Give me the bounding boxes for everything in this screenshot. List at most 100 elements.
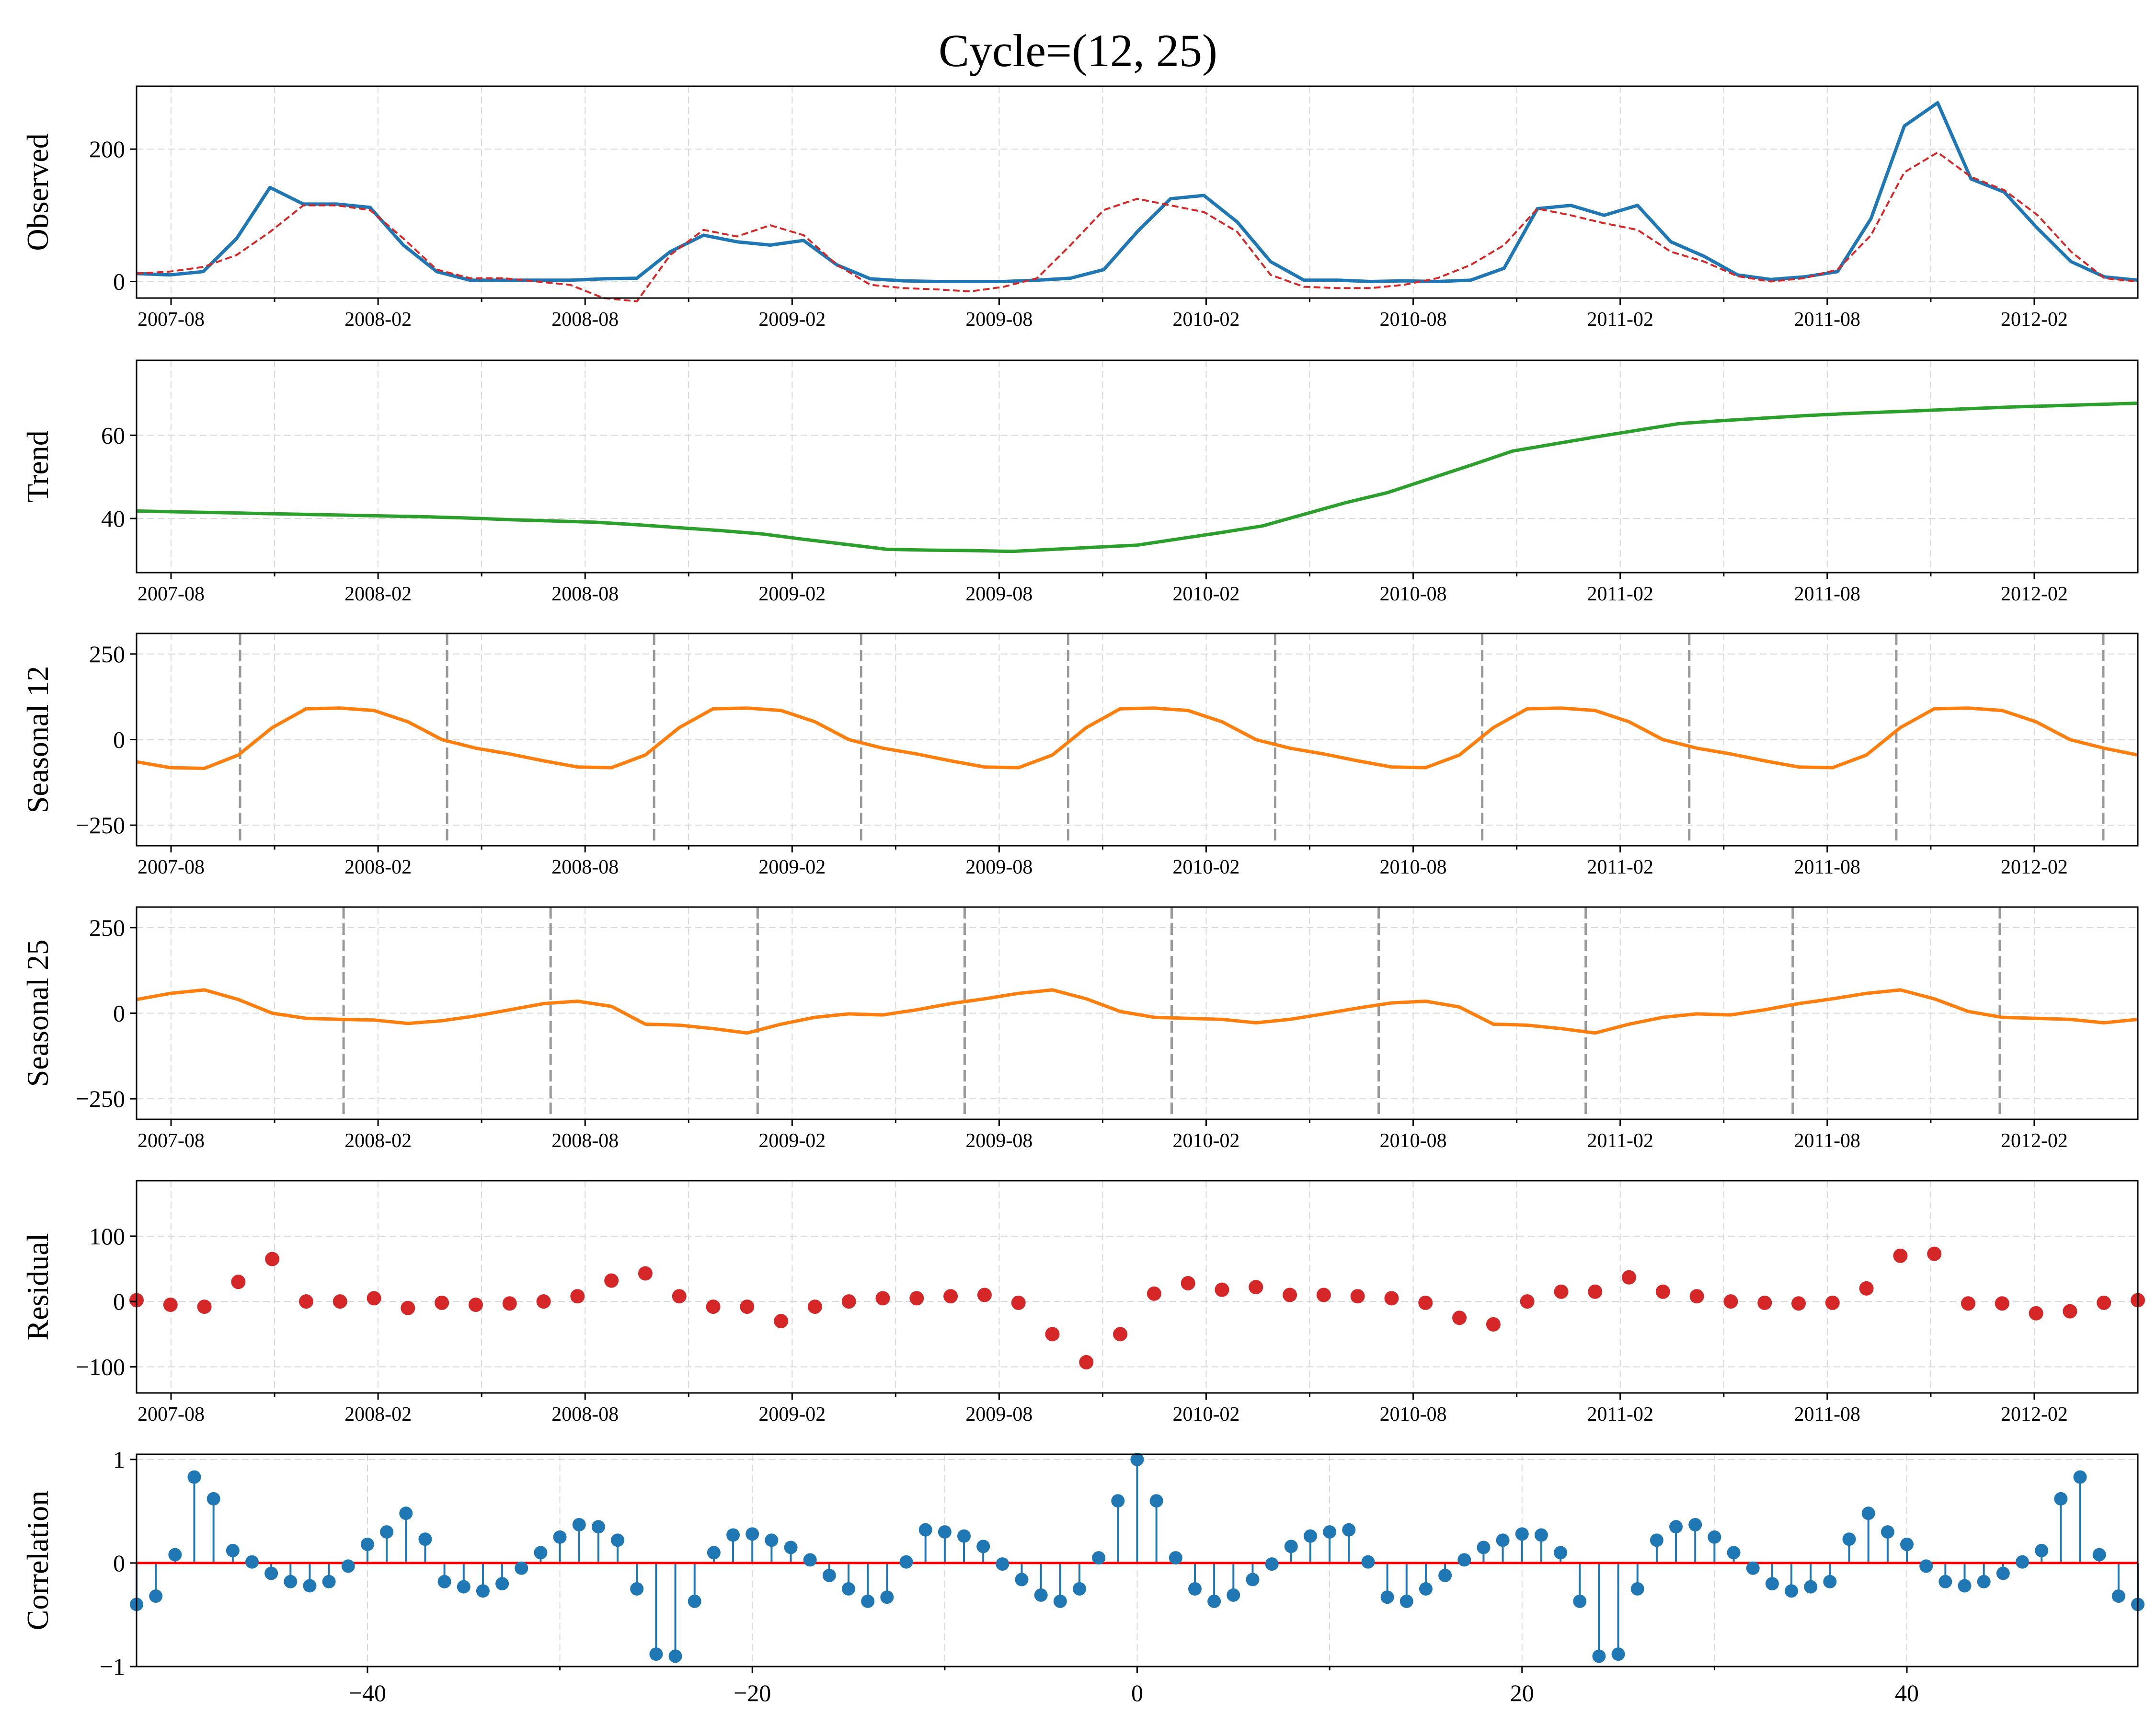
correlation-marker <box>418 1532 432 1546</box>
correlation-marker <box>784 1541 798 1554</box>
correlation-marker <box>1361 1555 1375 1569</box>
correlation-marker <box>515 1561 528 1575</box>
correlation-marker <box>1650 1533 1663 1547</box>
residual-point <box>604 1273 619 1288</box>
correlation-marker <box>1380 1590 1394 1604</box>
x-tick-label: 2010-02 <box>1173 1130 1240 1152</box>
residual-point <box>1283 1288 1297 1302</box>
correlation-marker <box>803 1553 817 1567</box>
x-tick-label: 2011-02 <box>1587 856 1653 878</box>
residual-point <box>1452 1311 1467 1325</box>
seasonal_12-series-0 <box>136 706 2138 770</box>
correlation-marker <box>1900 1538 1914 1552</box>
y-tick-label: 250 <box>89 914 125 941</box>
correlation-marker <box>611 1533 625 1547</box>
correlation-marker <box>1149 1494 1163 1508</box>
trend-axes-frame <box>136 359 2139 574</box>
x-tick-label: −20 <box>734 1679 771 1706</box>
correlation-marker <box>938 1525 952 1539</box>
residual-point <box>1079 1355 1094 1369</box>
residual-point <box>2063 1304 2077 1319</box>
correlation-marker <box>899 1555 913 1569</box>
y-tick-label: 40 <box>101 505 125 532</box>
x-tick-label: −40 <box>349 1679 386 1706</box>
correlation-marker <box>1534 1528 1548 1542</box>
seasonal_25-series-0 <box>136 988 2138 1035</box>
correlation-marker <box>1919 1559 1933 1573</box>
y-tick-label: 60 <box>101 422 125 448</box>
correlation-marker <box>1457 1553 1471 1567</box>
correlation-marker <box>1015 1573 1029 1587</box>
residual-point <box>401 1300 415 1315</box>
residual-point <box>435 1295 449 1310</box>
correlation-marker <box>1034 1588 1048 1602</box>
y-tick-label: −1 <box>100 1653 125 1680</box>
observed-series-0 <box>136 101 2138 283</box>
y-tick-label: −250 <box>76 812 125 839</box>
x-tick-label: 2008-02 <box>344 1403 412 1426</box>
correlation-marker <box>1727 1546 1741 1560</box>
residual-point <box>1655 1284 1670 1299</box>
x-tick-label: 2010-08 <box>1380 309 1447 331</box>
correlation-marker <box>226 1543 240 1557</box>
correlation-marker <box>1207 1594 1221 1608</box>
correlation-marker <box>360 1538 374 1552</box>
correlation-marker <box>1765 1577 1779 1591</box>
correlation-marker <box>284 1575 298 1588</box>
y-tick-label: 0 <box>113 1550 125 1576</box>
x-tick-label: 2008-02 <box>344 309 412 331</box>
x-tick-label: 2011-08 <box>1794 856 1860 878</box>
y-tick-label: 250 <box>89 641 125 667</box>
correlation-marker <box>380 1525 394 1539</box>
x-tick-label: 2008-08 <box>551 1403 619 1426</box>
correlation-marker <box>1708 1530 1721 1544</box>
observed-ylabel: Observed <box>21 133 55 251</box>
x-tick-label: 2007-08 <box>138 309 205 331</box>
x-tick-label: 2012-02 <box>2001 856 2068 878</box>
x-tick-label: 2010-02 <box>1173 583 1240 605</box>
x-tick-label: 2008-08 <box>551 1130 619 1152</box>
correlation-marker <box>1073 1582 1087 1596</box>
observed-series-1 <box>136 151 2138 302</box>
residual-point <box>2029 1306 2043 1321</box>
correlation-marker <box>1265 1557 1279 1571</box>
residual-point <box>1554 1284 1569 1299</box>
correlation-marker <box>322 1575 336 1588</box>
y-tick-label: 1 <box>113 1446 125 1473</box>
x-tick-label: 2009-08 <box>965 1403 1032 1426</box>
correlation-ylabel: Correlation <box>21 1491 55 1630</box>
correlation-marker <box>1996 1566 2010 1580</box>
x-tick-label: 2008-08 <box>551 309 619 331</box>
x-tick-label: 2010-02 <box>1173 1403 1240 1426</box>
correlation-marker <box>1496 1533 1510 1547</box>
x-tick-label: 2011-02 <box>1587 309 1653 331</box>
residual-point <box>163 1297 178 1312</box>
correlation-marker <box>149 1589 163 1603</box>
residual-point <box>468 1297 483 1312</box>
x-tick-label: 20 <box>1510 1679 1534 1706</box>
residual-point <box>1486 1317 1501 1332</box>
x-tick-label: 2012-02 <box>2001 1403 2068 1426</box>
correlation-marker <box>1804 1580 1818 1594</box>
correlation-marker <box>1669 1520 1683 1534</box>
residual-point <box>774 1314 789 1329</box>
correlation-marker <box>745 1527 759 1541</box>
correlation-marker <box>553 1530 567 1544</box>
correlation-marker <box>341 1559 355 1573</box>
x-tick-label: 2011-08 <box>1794 1403 1860 1426</box>
x-tick-label: 2010-08 <box>1380 583 1447 605</box>
residual-point <box>1622 1270 1637 1285</box>
x-tick-label: 2008-02 <box>344 583 412 605</box>
x-tick-label: 2007-08 <box>138 1130 205 1152</box>
correlation-marker <box>495 1577 509 1591</box>
residual-point <box>672 1289 687 1304</box>
residual-axes-frame <box>136 1180 2139 1394</box>
correlation-marker <box>1958 1579 1972 1593</box>
residual-point <box>977 1288 992 1302</box>
residual-point <box>1418 1295 1433 1310</box>
correlation-marker <box>1323 1525 1337 1539</box>
correlation-marker <box>1861 1506 1875 1520</box>
panels: 2007-08 2008-02 2008-08 2009-02 2009-08 2010-… <box>21 85 2145 1706</box>
residual-point <box>1181 1276 1195 1291</box>
